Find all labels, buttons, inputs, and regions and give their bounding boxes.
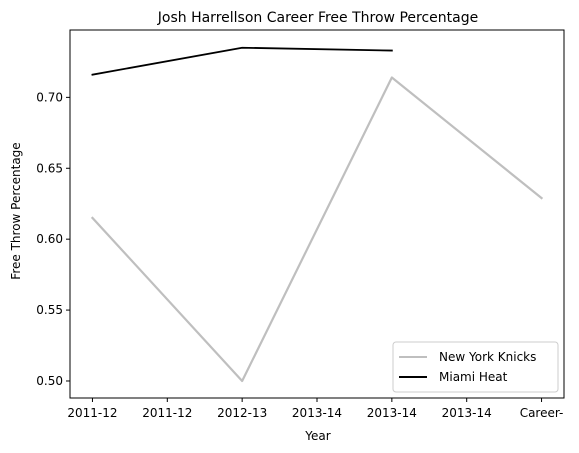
x-tick-label: 2012-13 [217,406,267,420]
x-tick-label: Career- [520,406,564,420]
x-tick-label: 2013-14 [292,406,342,420]
y-axis-title: Free Throw Percentage [9,142,23,279]
legend: New York Knicks Miami Heat [392,341,559,393]
y-tick-label: 0.65 [36,161,63,175]
legend-label: Miami Heat [439,370,508,384]
x-tick-label: 2011-12 [142,406,192,420]
plot-area [69,29,565,399]
x-tick-label: 2013-14 [367,406,417,420]
legend-box [392,341,559,393]
x-axis-ticks: 2011-12 2011-12 2012-13 2013-14 2013-14 2013-… [67,398,563,420]
y-axis-ticks: 0.50 0.55 0.60 0.65 0.70 [36,90,70,388]
x-axis-title: Year [304,429,330,443]
series-line-miami-heat [91,46,393,76]
series-layer [90,46,544,383]
legend-label: New York Knicks [439,350,536,364]
chart-title: Josh Harrellson Career Free Throw Percen… [157,10,478,26]
x-tick-label: 2013-14 [442,406,492,420]
y-tick-label: 0.60 [36,232,63,246]
y-tick-label: 0.55 [36,303,63,317]
x-tick-label: 2011-12 [67,406,117,420]
axes-frame [69,29,565,399]
y-tick-label: 0.70 [36,90,63,104]
y-tick-label: 0.50 [36,374,63,388]
series-line-new-york-knicks [90,76,544,383]
